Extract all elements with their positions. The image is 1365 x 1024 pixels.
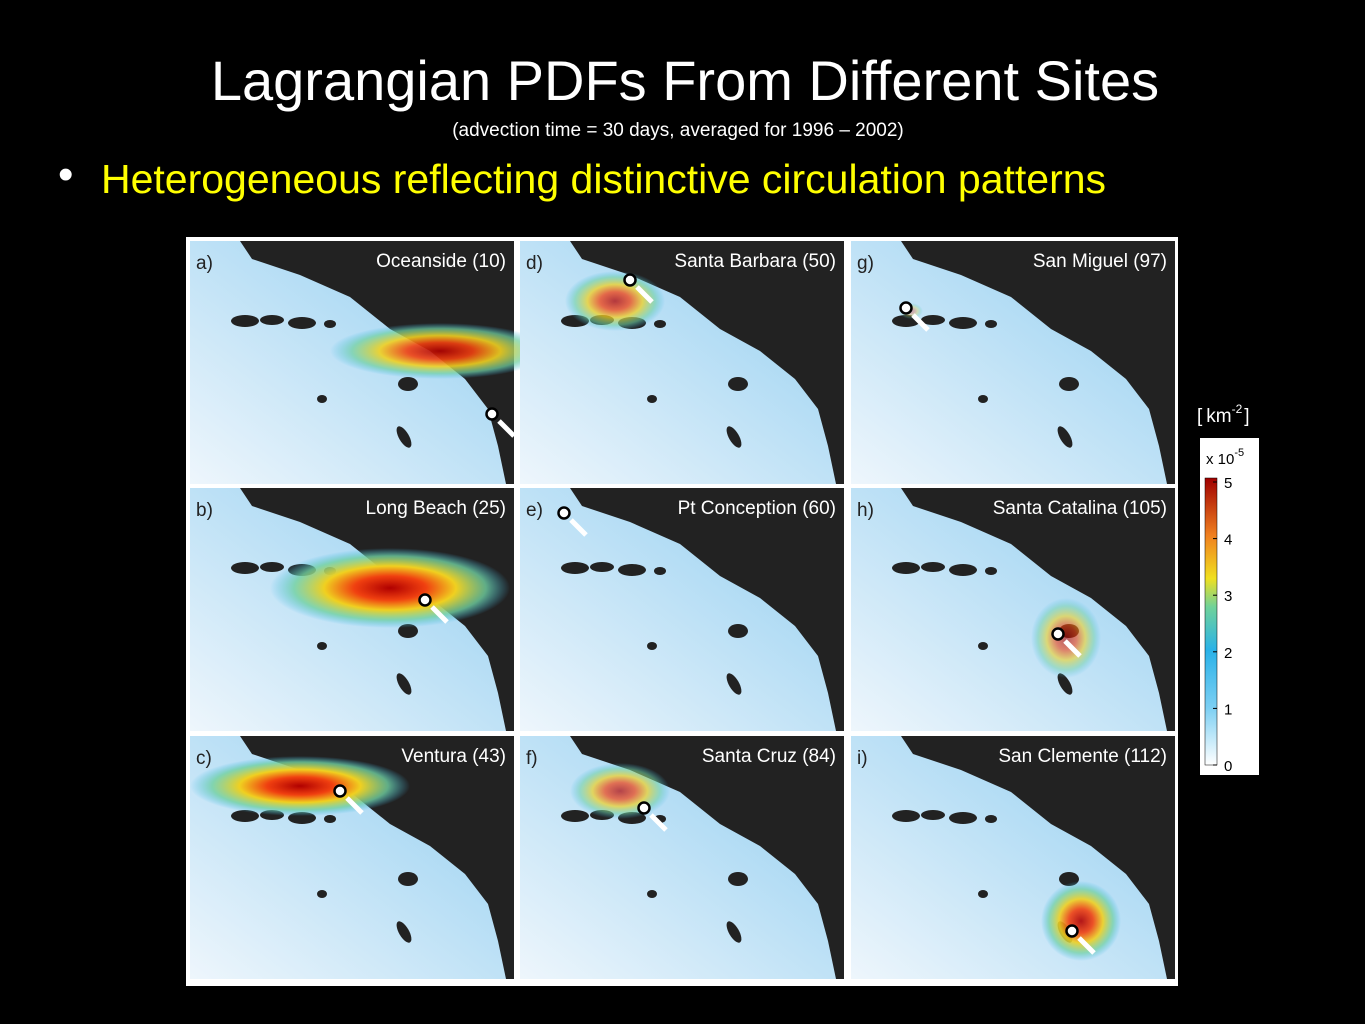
colorbar-tick-label: 2 (1224, 645, 1232, 662)
colorbar (1204, 477, 1218, 766)
panel-letter: i) (857, 748, 868, 769)
site-marker (1065, 924, 1079, 938)
map-base (520, 736, 844, 979)
site-arrow (635, 285, 654, 304)
unit-close: ] (1244, 406, 1249, 427)
density-blob (565, 271, 665, 331)
panel-letter: e) (526, 500, 543, 521)
density-blob (1031, 598, 1101, 678)
panel-label: Santa Cruz (84) (702, 746, 836, 767)
map-panel: i) San Clemente (112) (851, 736, 1175, 979)
panel-label: Oceanside (10) (376, 251, 506, 272)
colorbar-tick-label: 1 (1224, 701, 1232, 718)
map-panel: h) Santa Catalina (105) (851, 488, 1175, 731)
map-panel: d) Santa Barbara (50) (520, 241, 844, 484)
colorbar-scale: x 10-5 (1206, 447, 1244, 468)
panel-label: Santa Catalina (105) (993, 498, 1167, 519)
site-arrow (1077, 936, 1096, 955)
panel-label: San Miguel (97) (1033, 251, 1167, 272)
panel-letter: f) (526, 748, 538, 769)
slide-subtitle: (advection time = 30 days, averaged for … (452, 120, 904, 141)
panel-label: Ventura (43) (401, 746, 506, 767)
map-panel: a) Oceanside (10) (190, 241, 550, 484)
panel-label: San Clemente (112) (998, 746, 1167, 767)
site-arrow (569, 518, 588, 537)
map-panel: g) San Miguel (97) (851, 241, 1175, 484)
unit-exponent: -2 (1232, 402, 1243, 416)
map-base (851, 488, 1175, 731)
panel-letter: b) (196, 500, 213, 521)
panel-label: Santa Barbara (50) (674, 251, 836, 272)
site-marker (623, 273, 637, 287)
site-arrow (430, 605, 449, 624)
panel-label: Long Beach (25) (366, 498, 507, 519)
panel-label: Pt Conception (60) (678, 498, 836, 519)
site-marker (557, 506, 571, 520)
unit-open: [ (1197, 406, 1203, 427)
site-marker (485, 407, 499, 421)
colorbar-tick-label: 0 (1224, 758, 1232, 775)
slide-title: Lagrangian PDFs From Different Sites (210, 49, 1160, 112)
site-marker (1051, 627, 1065, 641)
site-marker (637, 801, 651, 815)
site-arrow (1063, 639, 1082, 658)
map-base (520, 241, 844, 484)
panel-letter: h) (857, 500, 874, 521)
site-arrow (497, 419, 516, 438)
site-marker (899, 301, 913, 315)
map-base (520, 488, 844, 731)
map-base (851, 736, 1175, 979)
panel-letter: d) (526, 253, 543, 274)
density-blob (1041, 881, 1121, 961)
colorbar-tick-label: 4 (1224, 532, 1232, 549)
map-panel: b) Long Beach (25) (190, 488, 514, 731)
site-marker (418, 593, 432, 607)
density-blob (190, 756, 410, 816)
map-panel: e) Pt Conception (60) (520, 488, 844, 731)
site-arrow (649, 813, 668, 832)
site-arrow (911, 313, 930, 332)
density-blob (270, 548, 510, 628)
colorbar-tick-label: 3 (1224, 588, 1232, 605)
panel-letter: g) (857, 253, 874, 274)
bullet-text: Heterogeneous reflecting distinctive cir… (101, 156, 1107, 202)
map-panel: c) Ventura (43) (190, 736, 514, 979)
site-marker (333, 784, 347, 798)
colorbar-unit: [km-2] (1197, 402, 1250, 427)
panel-letter: a) (196, 253, 213, 274)
density-blob (570, 763, 670, 819)
site-arrow (345, 796, 364, 815)
map-panel: f) Santa Cruz (84) (520, 736, 844, 979)
density-blob (330, 323, 550, 379)
bullet-dot: • (58, 150, 74, 199)
colorbar-tick-label: 5 (1224, 475, 1232, 492)
colorbar-scale-part: -5 (1234, 447, 1244, 459)
map-base (851, 241, 1175, 484)
unit-base: km (1206, 406, 1231, 427)
panel-letter: c) (196, 748, 212, 769)
colorbar-scale-part: x 10 (1206, 451, 1234, 468)
